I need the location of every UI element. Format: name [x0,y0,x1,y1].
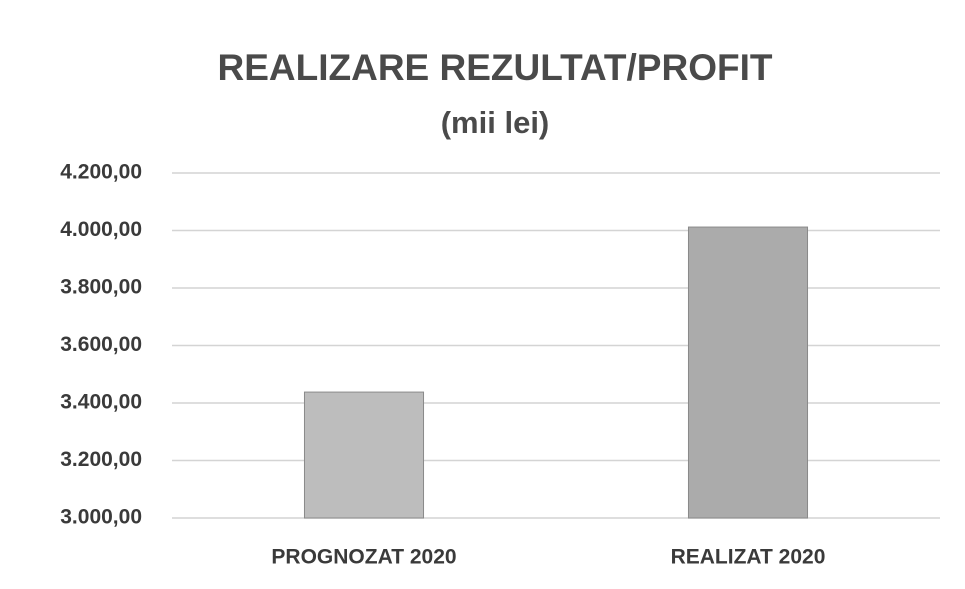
y-tick-label: 3.200,00 [60,448,142,471]
bar [687,226,809,519]
chart-subtitle: (mii lei) [441,105,550,140]
y-tick-label: 4.200,00 [60,161,142,184]
chart-title: REALIZARE REZULTAT/PROFIT [218,47,773,88]
y-tick-label: 3.400,00 [60,391,142,414]
y-tick-label: 4.000,00 [60,218,142,241]
y-tick-label: 3.600,00 [60,333,142,356]
y-tick-label: 3.800,00 [60,276,142,299]
bar [303,391,425,519]
y-tick-label: 3.000,00 [60,506,142,529]
x-tick-label: REALIZAT 2020 [671,546,826,569]
x-tick-label: PROGNOZAT 2020 [271,546,456,569]
